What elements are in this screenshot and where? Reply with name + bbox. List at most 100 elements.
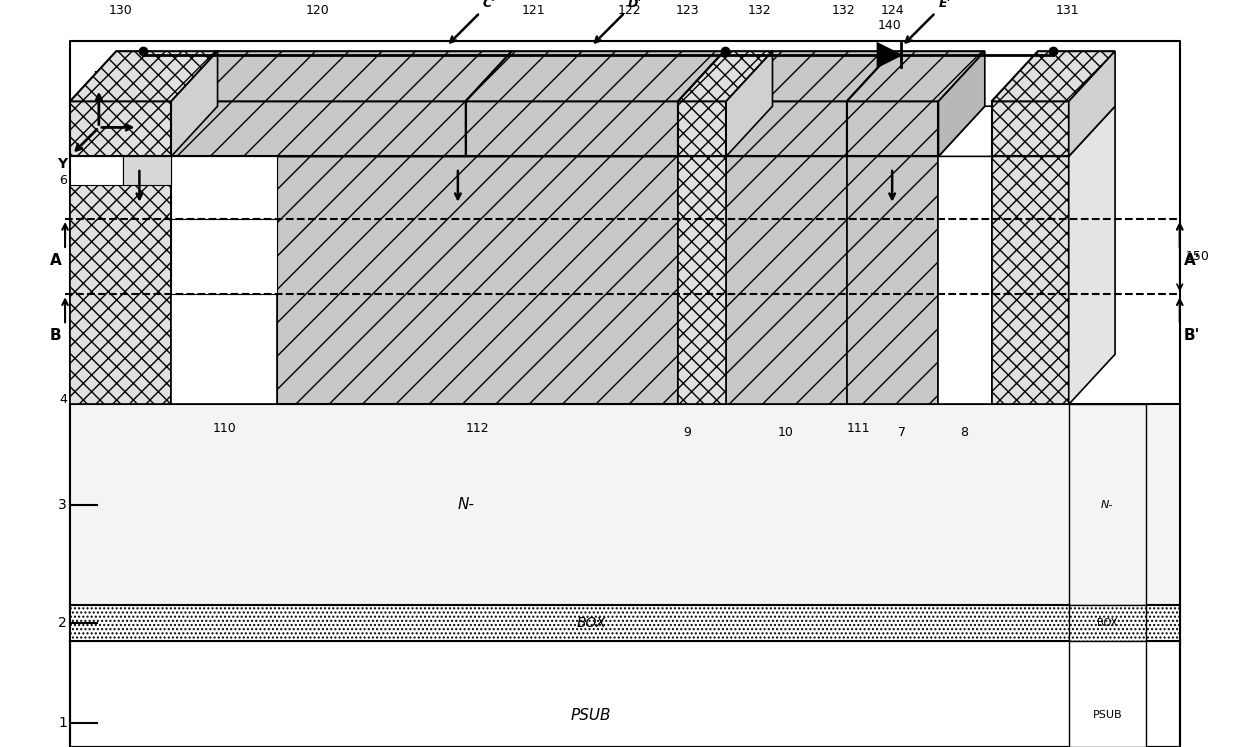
Text: N: N	[737, 353, 744, 363]
Text: N: N	[568, 116, 575, 125]
Text: P+: P+	[89, 167, 103, 176]
Bar	[69, 156, 171, 404]
Text: N-: N-	[471, 306, 485, 318]
Text: N-: N-	[458, 498, 474, 512]
Text: P: P	[699, 359, 704, 368]
Polygon shape	[939, 52, 985, 156]
Text: 131: 131	[1056, 4, 1080, 17]
Polygon shape	[847, 52, 893, 156]
Bar	[69, 641, 1179, 747]
Text: N-: N-	[1101, 500, 1114, 509]
Text: D: D	[461, 153, 472, 166]
Text: 140: 140	[878, 19, 901, 32]
Text: N+: N+	[469, 252, 486, 261]
Text: P: P	[998, 381, 1003, 390]
Text: C': C'	[482, 0, 496, 10]
Bar	[69, 102, 171, 156]
Text: N
N+: N N+	[696, 178, 708, 197]
Bar	[678, 156, 727, 404]
Text: 4: 4	[60, 393, 67, 406]
Polygon shape	[727, 52, 893, 102]
Polygon shape	[465, 52, 512, 156]
Text: P: P	[141, 353, 148, 363]
Text: D': D'	[627, 0, 642, 10]
Text: 9: 9	[683, 426, 692, 438]
Text: P: P	[140, 223, 148, 235]
Text: P: P	[889, 353, 897, 363]
Text: C-18+: C-18+	[144, 211, 169, 220]
Text: 1: 1	[58, 716, 67, 730]
Text: N-: N-	[219, 252, 229, 261]
Text: 3: 3	[58, 498, 67, 512]
Bar	[171, 156, 278, 404]
Text: BOX: BOX	[1097, 618, 1117, 628]
Bar	[1069, 404, 1146, 605]
Text: P: P	[889, 378, 897, 388]
Text: P: P	[889, 135, 897, 145]
Text: B': B'	[1184, 328, 1200, 343]
Text: 123: 123	[676, 4, 699, 17]
Bar	[939, 156, 992, 404]
Polygon shape	[939, 106, 1038, 156]
Text: A: A	[50, 253, 61, 268]
Polygon shape	[727, 52, 773, 156]
Text: 8: 8	[961, 426, 968, 438]
Bar	[727, 102, 847, 156]
Polygon shape	[878, 43, 900, 66]
Text: P: P	[784, 135, 790, 145]
Bar	[278, 156, 678, 404]
Bar	[465, 102, 678, 156]
Bar	[69, 156, 123, 185]
Text: A': A'	[1184, 253, 1200, 268]
Text: P: P	[568, 135, 575, 145]
Polygon shape	[1069, 106, 1115, 404]
Text: P: P	[889, 116, 897, 125]
Polygon shape	[69, 106, 217, 156]
Polygon shape	[992, 52, 1115, 102]
Bar	[1069, 641, 1146, 747]
Polygon shape	[847, 106, 985, 156]
Text: P: P	[435, 198, 443, 211]
Text: Z: Z	[94, 70, 104, 84]
Text: 5: 5	[157, 140, 166, 153]
Polygon shape	[727, 106, 893, 156]
Text: P: P	[1094, 183, 1100, 193]
Text: 111: 111	[847, 422, 870, 435]
Text: PSUB: PSUB	[1092, 710, 1122, 720]
Bar	[123, 156, 171, 185]
Text: P: P	[889, 183, 897, 193]
Bar	[727, 156, 847, 404]
Text: N+: N+	[167, 167, 181, 176]
Text: N: N	[1092, 344, 1100, 354]
Bar	[171, 102, 465, 156]
Polygon shape	[847, 52, 985, 102]
Text: P: P	[962, 375, 968, 385]
Text: X: X	[143, 120, 153, 134]
Polygon shape	[992, 106, 1115, 156]
Polygon shape	[171, 52, 512, 102]
Text: N+: N+	[167, 382, 181, 391]
Polygon shape	[678, 52, 724, 156]
Bar	[171, 156, 278, 219]
Text: 150: 150	[1185, 250, 1209, 263]
Text: 120: 120	[306, 4, 330, 17]
Bar	[847, 156, 939, 404]
Text: N: N	[1092, 252, 1100, 261]
Text: BOX: BOX	[577, 616, 606, 630]
Text: N: N	[961, 351, 968, 361]
Text: P: P	[315, 135, 322, 145]
Text: 121: 121	[521, 4, 544, 17]
Text: E: E	[897, 153, 904, 166]
Bar	[69, 404, 1179, 605]
Polygon shape	[1069, 52, 1115, 156]
Text: P: P	[784, 378, 790, 388]
Text: B: B	[50, 328, 61, 343]
Text: 112: 112	[465, 422, 489, 435]
Text: C: C	[144, 153, 153, 166]
Text: P+: P+	[91, 382, 102, 391]
Text: N-: N-	[219, 344, 229, 354]
Text: 130: 130	[108, 4, 131, 17]
Bar	[992, 156, 1069, 404]
Text: P: P	[784, 183, 790, 193]
Bar	[69, 605, 1179, 641]
